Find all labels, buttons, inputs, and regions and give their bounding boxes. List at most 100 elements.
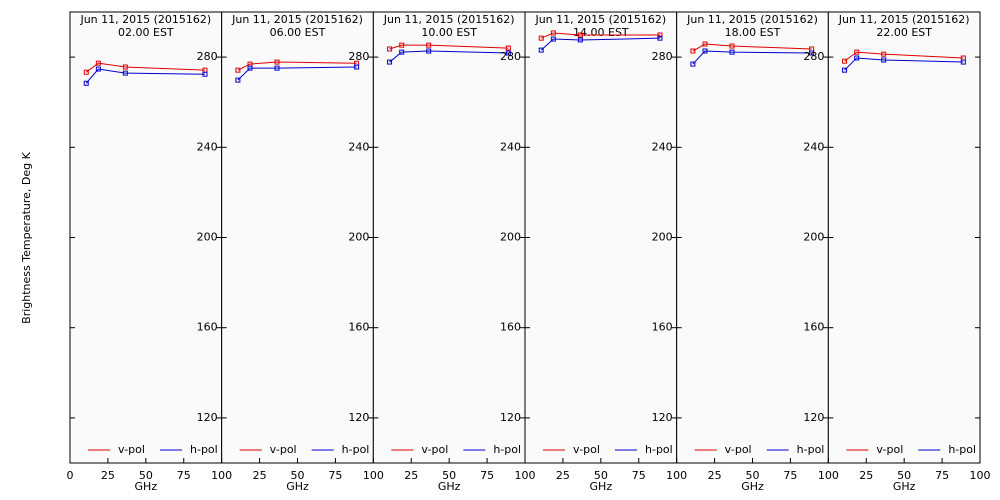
data-point	[83, 69, 89, 75]
y-tick-label: 160	[652, 321, 673, 334]
x-tick-label: 75	[480, 469, 494, 482]
data-point	[577, 32, 583, 38]
x-tick-label: 25	[708, 469, 722, 482]
x-tick-label: 75	[177, 469, 191, 482]
y-tick-label: 200	[652, 231, 673, 244]
y-tick-label: 240	[803, 140, 824, 153]
y-tick-label: 120	[348, 411, 369, 424]
panel-title: Jun 11, 2015 (2015162)	[231, 13, 363, 26]
panel-background	[69, 11, 223, 464]
data-point	[387, 59, 393, 65]
x-tick-label: 25	[556, 469, 570, 482]
data-point	[399, 49, 405, 55]
y-tick-label: 280	[348, 50, 369, 63]
y-tick-label: 240	[500, 140, 521, 153]
data-point	[426, 42, 432, 48]
data-point	[505, 50, 511, 56]
data-point	[83, 80, 89, 86]
x-tick-label: 75	[328, 469, 342, 482]
data-point	[702, 41, 708, 47]
x-axis-label: GHz	[741, 480, 764, 493]
series-line	[237, 66, 357, 81]
y-axis-label: Brightness Temperature, Deg K	[20, 151, 33, 323]
panel-subtitle: 10.00 EST	[421, 26, 477, 39]
panel-background	[827, 11, 981, 464]
series-line	[237, 61, 357, 71]
y-tick-label: 200	[348, 231, 369, 244]
data-point	[657, 35, 663, 41]
legend-label: v-pol	[270, 443, 297, 456]
panel-subtitle: 18.00 EST	[725, 26, 781, 39]
y-tick-label: 160	[197, 321, 218, 334]
x-tick-label: 100	[363, 469, 384, 482]
data-point	[729, 49, 735, 55]
x-tick-label: 75	[935, 469, 949, 482]
x-axis-label: GHz	[286, 480, 309, 493]
y-tick-label: 240	[348, 140, 369, 153]
data-point	[505, 45, 511, 51]
legend-label: h-pol	[645, 443, 673, 456]
data-point	[354, 64, 360, 70]
data-point	[274, 59, 280, 65]
x-tick-label: 75	[783, 469, 797, 482]
panel-title: Jun 11, 2015 (2015162)	[79, 13, 211, 26]
panel-title: Jun 11, 2015 (2015162)	[534, 13, 666, 26]
y-tick-label: 120	[500, 411, 521, 424]
y-tick-label: 240	[652, 140, 673, 153]
series-line	[85, 62, 206, 73]
y-tick-label: 280	[500, 50, 521, 63]
x-tick-label: 50	[291, 469, 305, 482]
series-line	[389, 50, 509, 63]
legend-label: v-pol	[876, 443, 903, 456]
x-axis-label: GHz	[590, 480, 613, 493]
y-tick-label: 200	[197, 231, 218, 244]
series-line	[389, 44, 509, 50]
data-point	[729, 43, 735, 49]
legend-label: v-pol	[725, 443, 752, 456]
x-tick-label: 75	[632, 469, 646, 482]
y-tick-label: 280	[197, 50, 218, 63]
y-tick-label: 120	[803, 411, 824, 424]
data-point	[247, 65, 253, 71]
x-tick-label: 50	[442, 469, 456, 482]
panel-subtitle: 22.00 EST	[876, 26, 932, 39]
panel-background	[676, 11, 829, 464]
panel-background	[524, 11, 678, 464]
data-point	[842, 67, 848, 73]
x-axis-label: GHz	[438, 480, 461, 493]
legend-label: v-pol	[118, 443, 145, 456]
x-tick-label: 25	[404, 469, 418, 482]
x-axis-label: GHz	[135, 480, 158, 493]
x-tick-label: 25	[859, 469, 873, 482]
data-point	[122, 70, 128, 76]
legend-label: v-pol	[421, 443, 448, 456]
legend-label: v-pol	[573, 443, 600, 456]
x-tick-label: 100	[818, 469, 839, 482]
data-point	[426, 48, 432, 54]
legend-label: h-pol	[190, 443, 218, 456]
series-line	[844, 57, 964, 71]
y-tick-label: 240	[197, 140, 218, 153]
y-tick-label: 120	[652, 411, 673, 424]
y-tick-label: 160	[803, 321, 824, 334]
data-point	[95, 66, 101, 72]
data-point	[854, 49, 860, 55]
data-point	[387, 46, 393, 52]
x-tick-label: 50	[897, 469, 911, 482]
data-point	[538, 35, 544, 41]
data-point	[235, 77, 241, 83]
panel-background	[221, 11, 374, 464]
x-tick-label: 100	[970, 469, 991, 482]
data-point	[657, 32, 663, 38]
panel-title: Jun 11, 2015 (2015162)	[383, 13, 515, 26]
y-tick-label: 160	[500, 321, 521, 334]
panel-background	[372, 11, 526, 464]
legend-label: h-pol	[797, 443, 825, 456]
data-point	[122, 64, 128, 70]
data-point	[550, 30, 556, 36]
data-point	[854, 55, 860, 61]
x-tick-label: 100	[211, 469, 232, 482]
y-tick-label: 280	[652, 50, 673, 63]
